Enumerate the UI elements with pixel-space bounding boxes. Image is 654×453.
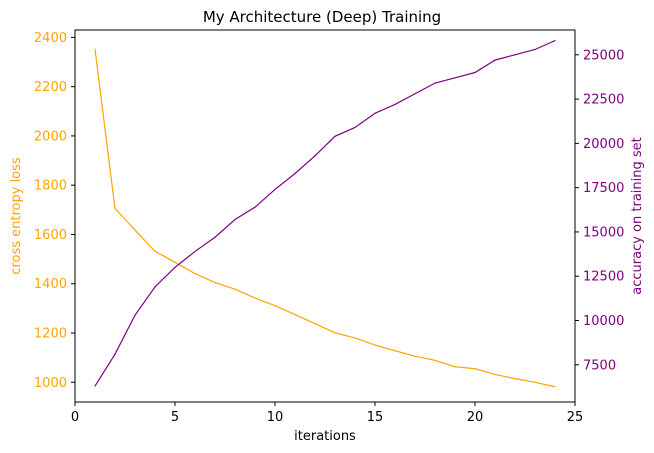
left-y-tick-label: 1200 — [34, 327, 67, 342]
loss-point — [94, 48, 96, 50]
accuracy-point — [174, 266, 176, 268]
accuracy-point — [134, 314, 136, 316]
x-tick-label: 0 — [71, 410, 79, 425]
chart-title: My Architecture (Deep) Training — [203, 8, 441, 26]
loss-point — [434, 359, 436, 361]
right-y-tick-label: 17500 — [583, 181, 624, 196]
loss-point — [554, 386, 556, 388]
accuracy-series-line — [94, 40, 556, 387]
loss-point — [514, 378, 516, 380]
loss-point — [454, 366, 456, 368]
accuracy-point — [214, 236, 216, 238]
plot-area — [94, 40, 556, 388]
accuracy-point — [114, 353, 116, 355]
loss-series-line — [94, 49, 556, 388]
loss-point — [194, 273, 196, 275]
accuracy-point — [454, 77, 456, 79]
loss-point — [394, 350, 396, 352]
accuracy-point — [374, 112, 376, 114]
accuracy-point — [494, 59, 496, 61]
accuracy-point — [474, 71, 476, 74]
left-axis-label: cross entropy loss — [9, 157, 24, 275]
loss-point — [234, 288, 236, 290]
right-y-tick-label: 7500 — [583, 358, 616, 373]
left-y-tick-label: 2200 — [34, 80, 67, 95]
left-y-tick-label: 1000 — [34, 376, 67, 391]
loss-point — [474, 368, 476, 370]
loss-point — [114, 207, 116, 209]
loss-point — [154, 250, 156, 252]
x-tick-label: 5 — [171, 410, 179, 425]
x-tick-label: 20 — [467, 410, 484, 425]
axis-ticks: 0 5 10 15 20 25 1000 1200 1400 1600 1800 2000 2200 24… — [34, 31, 624, 425]
right-y-tick-label: 22500 — [583, 93, 624, 108]
plot-frame — [74, 29, 576, 403]
x-axis-label: iterations — [294, 429, 356, 444]
right-y-tick-label: 15000 — [583, 225, 624, 240]
accuracy-point — [434, 82, 436, 84]
accuracy-point — [94, 385, 96, 387]
right-y-tick-label: 20000 — [583, 137, 624, 152]
x-tick-label: 15 — [367, 410, 384, 425]
left-y-tick-label: 2000 — [34, 129, 67, 144]
accuracy-point — [394, 103, 396, 105]
x-tick-label: 10 — [267, 410, 284, 425]
accuracy-point — [254, 206, 256, 208]
accuracy-point — [194, 250, 196, 253]
loss-point — [314, 323, 316, 325]
accuracy-point — [534, 48, 536, 51]
right-y-tick-label: 10000 — [583, 314, 624, 329]
loss-point — [134, 229, 136, 231]
loss-point — [274, 305, 276, 307]
loss-point — [214, 281, 216, 284]
loss-point — [374, 344, 376, 346]
right-y-tick-label: 25000 — [583, 48, 624, 63]
loss-point — [354, 337, 356, 339]
accuracy-point — [154, 286, 156, 288]
loss-point — [334, 332, 336, 334]
loss-point — [294, 313, 296, 316]
loss-point — [174, 261, 176, 263]
accuracy-point — [514, 54, 516, 56]
loss-point — [534, 381, 536, 383]
accuracy-point — [334, 135, 336, 137]
accuracy-point — [554, 40, 556, 42]
left-y-tick-label: 1600 — [34, 228, 67, 243]
right-axis-label: accuracy on training set — [630, 137, 645, 294]
left-y-tick-label: 2400 — [34, 31, 67, 46]
accuracy-point — [234, 218, 236, 221]
accuracy-point — [274, 188, 276, 191]
accuracy-point — [294, 172, 296, 175]
left-y-tick-label: 1400 — [34, 277, 67, 292]
accuracy-point — [414, 93, 416, 95]
accuracy-point — [354, 126, 356, 129]
loss-point — [254, 297, 256, 299]
accuracy-point — [314, 155, 316, 157]
x-tick-label: 25 — [567, 410, 584, 425]
loss-point — [494, 373, 496, 376]
loss-point — [414, 355, 416, 357]
left-y-tick-label: 1800 — [34, 179, 67, 194]
right-y-tick-label: 12500 — [583, 270, 624, 285]
